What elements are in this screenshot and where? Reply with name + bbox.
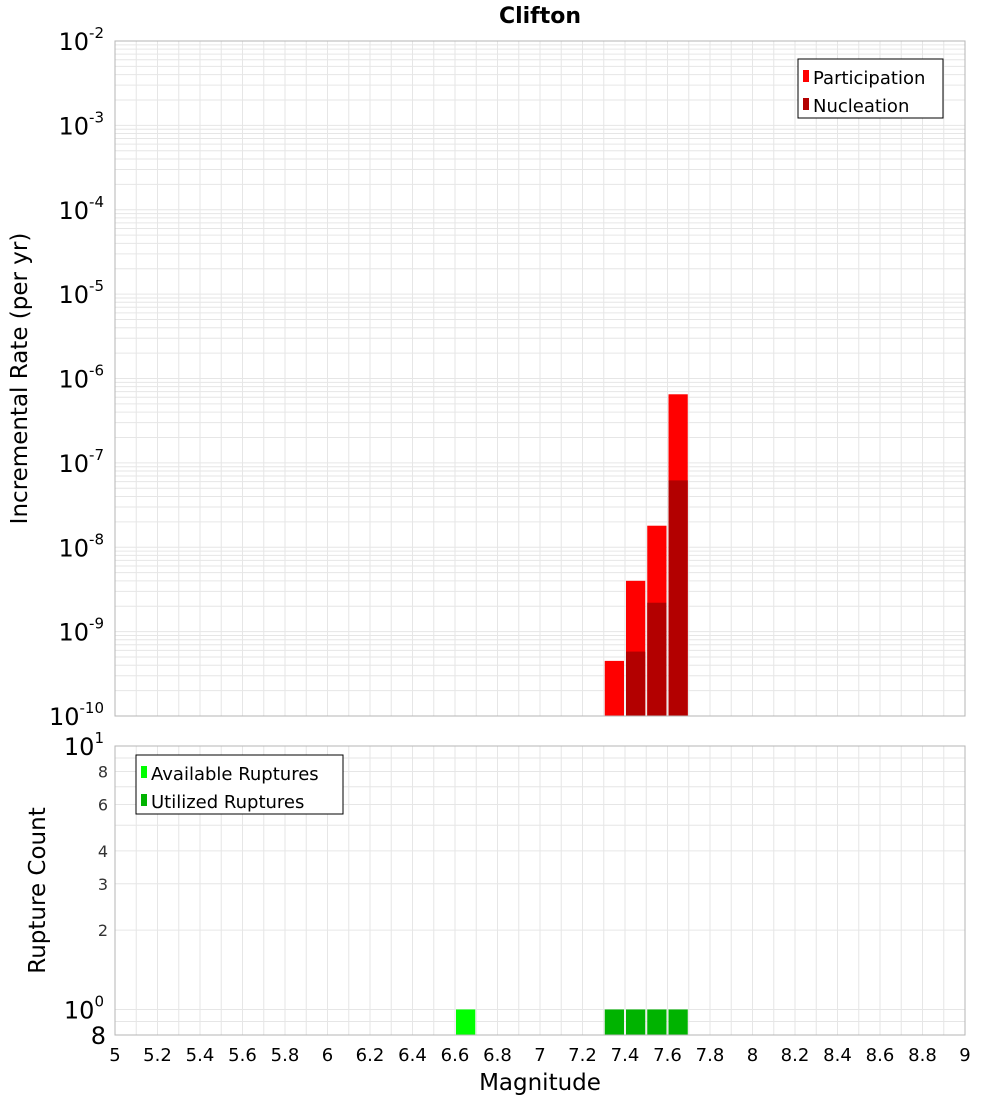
y-tick-exponent: -3: [89, 108, 104, 126]
y-tick-base: 10: [58, 534, 89, 562]
count-legend-swatch: [141, 766, 147, 778]
y-tick-label: 10-2: [58, 24, 104, 56]
y-tick-exponent: -4: [89, 193, 104, 211]
x-tick-label: 8.4: [823, 1045, 852, 1066]
x-tick-label: 9: [959, 1045, 970, 1066]
y-axis-label-rate: Incremental Rate (per yr): [7, 233, 33, 525]
rate-legend-label: Participation: [813, 68, 925, 89]
y-tick-exponent: -5: [89, 277, 104, 295]
y-tick-exponent: -2: [89, 24, 104, 42]
x-tick-label: 6.8: [483, 1045, 512, 1066]
y-tick-exponent: 0: [94, 992, 104, 1010]
rate-legend-swatch: [803, 70, 809, 82]
x-tick-label: 6.6: [441, 1045, 470, 1066]
y-axis-label-count: Rupture Count: [25, 807, 51, 973]
x-tick-label: 7.4: [611, 1045, 640, 1066]
x-tick-label: 6.2: [356, 1045, 385, 1066]
y-tick-exponent: -7: [89, 446, 104, 464]
y-tick-base: 10: [58, 112, 89, 140]
y-tick-base: 10: [64, 733, 95, 761]
y-tick-exponent: -10: [80, 699, 105, 717]
count-legend-box: [135, 754, 344, 815]
x-tick-label: 8.8: [908, 1045, 937, 1066]
y-tick-label-minor: 8: [98, 763, 108, 782]
y-tick-exponent: -6: [89, 362, 104, 380]
count-legend-label: Available Ruptures: [151, 764, 319, 785]
count-legend-label: Utilized Ruptures: [151, 792, 304, 813]
count-legend-swatch: [141, 794, 147, 806]
y-tick-label: 10-8: [58, 530, 104, 562]
x-tick-label: 7.6: [653, 1045, 682, 1066]
x-tick-label: 5.4: [186, 1045, 215, 1066]
y-tick-label-minor: 2: [98, 921, 108, 940]
y-tick-label: 10-3: [58, 108, 104, 140]
x-axis-label: Magnitude: [479, 1070, 601, 1096]
x-tick-label: 6: [322, 1045, 333, 1066]
rate-legend-label: Nucleation: [813, 96, 909, 117]
y-tick-label: 101: [64, 729, 104, 761]
y-tick-base: 10: [58, 619, 89, 647]
count-utilized-ruptures-bar: [626, 1009, 646, 1035]
y-tick-label: 8: [91, 1022, 106, 1050]
x-tick-label: 5: [109, 1045, 120, 1066]
y-tick-label: 10-10: [49, 699, 104, 731]
x-tick-label: 5.8: [271, 1045, 300, 1066]
y-tick-label: 10-7: [58, 446, 104, 478]
y-tick-base: 10: [58, 281, 89, 309]
y-tick-base: 10: [64, 996, 95, 1024]
rate-nucleation-bar: [626, 651, 646, 716]
y-tick-base: 10: [58, 450, 89, 478]
y-tick-label: 10-4: [58, 193, 104, 225]
y-tick-label: 10-5: [58, 277, 104, 309]
count-utilized-ruptures-bar: [647, 1009, 667, 1035]
y-tick-label: 10-6: [58, 362, 104, 394]
y-tick-base: 10: [58, 28, 89, 56]
rate-legend-swatch: [803, 98, 809, 110]
y-tick-exponent: -8: [89, 530, 104, 548]
y-tick-exponent: -9: [89, 615, 104, 633]
y-tick-label: 100: [64, 992, 104, 1024]
x-tick-label: 7.2: [568, 1045, 597, 1066]
bottom-plot-frame: [114, 745, 966, 1036]
y-tick-exponent: 1: [94, 729, 104, 747]
y-tick-base: 10: [58, 197, 89, 225]
x-tick-label: 7.8: [696, 1045, 725, 1066]
x-tick-label: 8.2: [781, 1045, 810, 1066]
rate-nucleation-bar: [668, 480, 688, 716]
y-tick-label: 10-9: [58, 615, 104, 647]
y-tick-base: 10: [58, 366, 89, 394]
count-available-ruptures-bar: [456, 1009, 476, 1035]
x-tick-label: 8: [747, 1045, 758, 1066]
count-utilized-ruptures-bar: [604, 1009, 624, 1035]
y-tick-label-minor: 6: [98, 795, 108, 814]
rate-participation-bar: [604, 660, 624, 716]
top-plot-frame: [114, 40, 966, 717]
y-tick-label-minor: 3: [98, 875, 108, 894]
x-tick-label: 7: [534, 1045, 545, 1066]
y-tick-base: 10: [49, 703, 80, 731]
x-tick-label: 8.6: [866, 1045, 895, 1066]
rate-legend-box: [797, 58, 944, 119]
chart-title: Clifton: [499, 4, 581, 29]
count-utilized-ruptures-bar: [668, 1009, 688, 1035]
x-tick-label: 5.2: [143, 1045, 172, 1066]
rate-nucleation-bar: [647, 602, 667, 716]
y-tick-label-minor: 4: [98, 842, 108, 861]
x-tick-label: 5.6: [228, 1045, 257, 1066]
x-tick-label: 6.4: [398, 1045, 427, 1066]
